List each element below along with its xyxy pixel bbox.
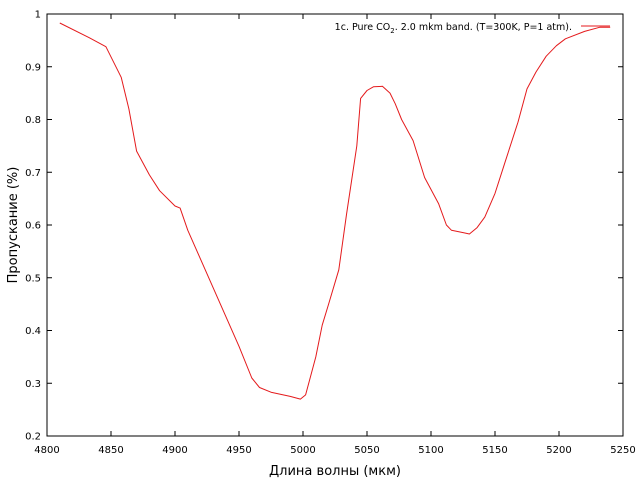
x-tick-label: 5200	[546, 445, 571, 456]
x-axis-title: Длина волны (мкм)	[269, 464, 401, 479]
y-tick-label: 1	[35, 10, 41, 21]
x-tick-label: 5100	[418, 445, 443, 456]
y-tick-label: 0.9	[25, 62, 41, 73]
y-tick-label: 0.3	[25, 379, 41, 390]
legend-entry-label: 1c. Pure CO2. 2.0 mkm band. (T=300K, P=1…	[335, 22, 572, 35]
y-tick-label: 0.4	[25, 326, 41, 337]
x-tick-label: 5150	[482, 445, 507, 456]
x-tick-label: 5000	[290, 445, 315, 456]
y-tick-label: 0.6	[25, 221, 41, 232]
y-tick-label: 0.5	[25, 273, 41, 284]
y-tick-label: 0.8	[25, 115, 41, 126]
series-line	[59, 22, 611, 400]
y-tick-label: 0.2	[25, 432, 41, 443]
x-tick-label: 4950	[226, 445, 251, 456]
y-tick-label: 0.7	[25, 168, 41, 179]
legend: 1c. Pure CO2. 2.0 mkm band. (T=300K, P=1…	[335, 22, 610, 35]
x-tick-label: 4850	[98, 445, 123, 456]
x-tick-label: 5250	[610, 445, 635, 456]
y-ticks: 0.2 0.3 0.4 0.5 0.6 0.7 0.8 0.9 1	[25, 10, 623, 443]
legend-subscript: 2	[390, 27, 394, 35]
plot-frame	[46, 13, 624, 437]
y-axis-title: Пропускание (%)	[6, 167, 21, 284]
x-ticks: 4800 4850 4900 4950 5000 5050 5100 5150 5200 5250	[34, 14, 636, 456]
x-tick-label: 5050	[354, 445, 379, 456]
x-tick-label: 4900	[162, 445, 187, 456]
x-tick-label: 4800	[34, 445, 59, 456]
series-layer	[59, 22, 611, 400]
